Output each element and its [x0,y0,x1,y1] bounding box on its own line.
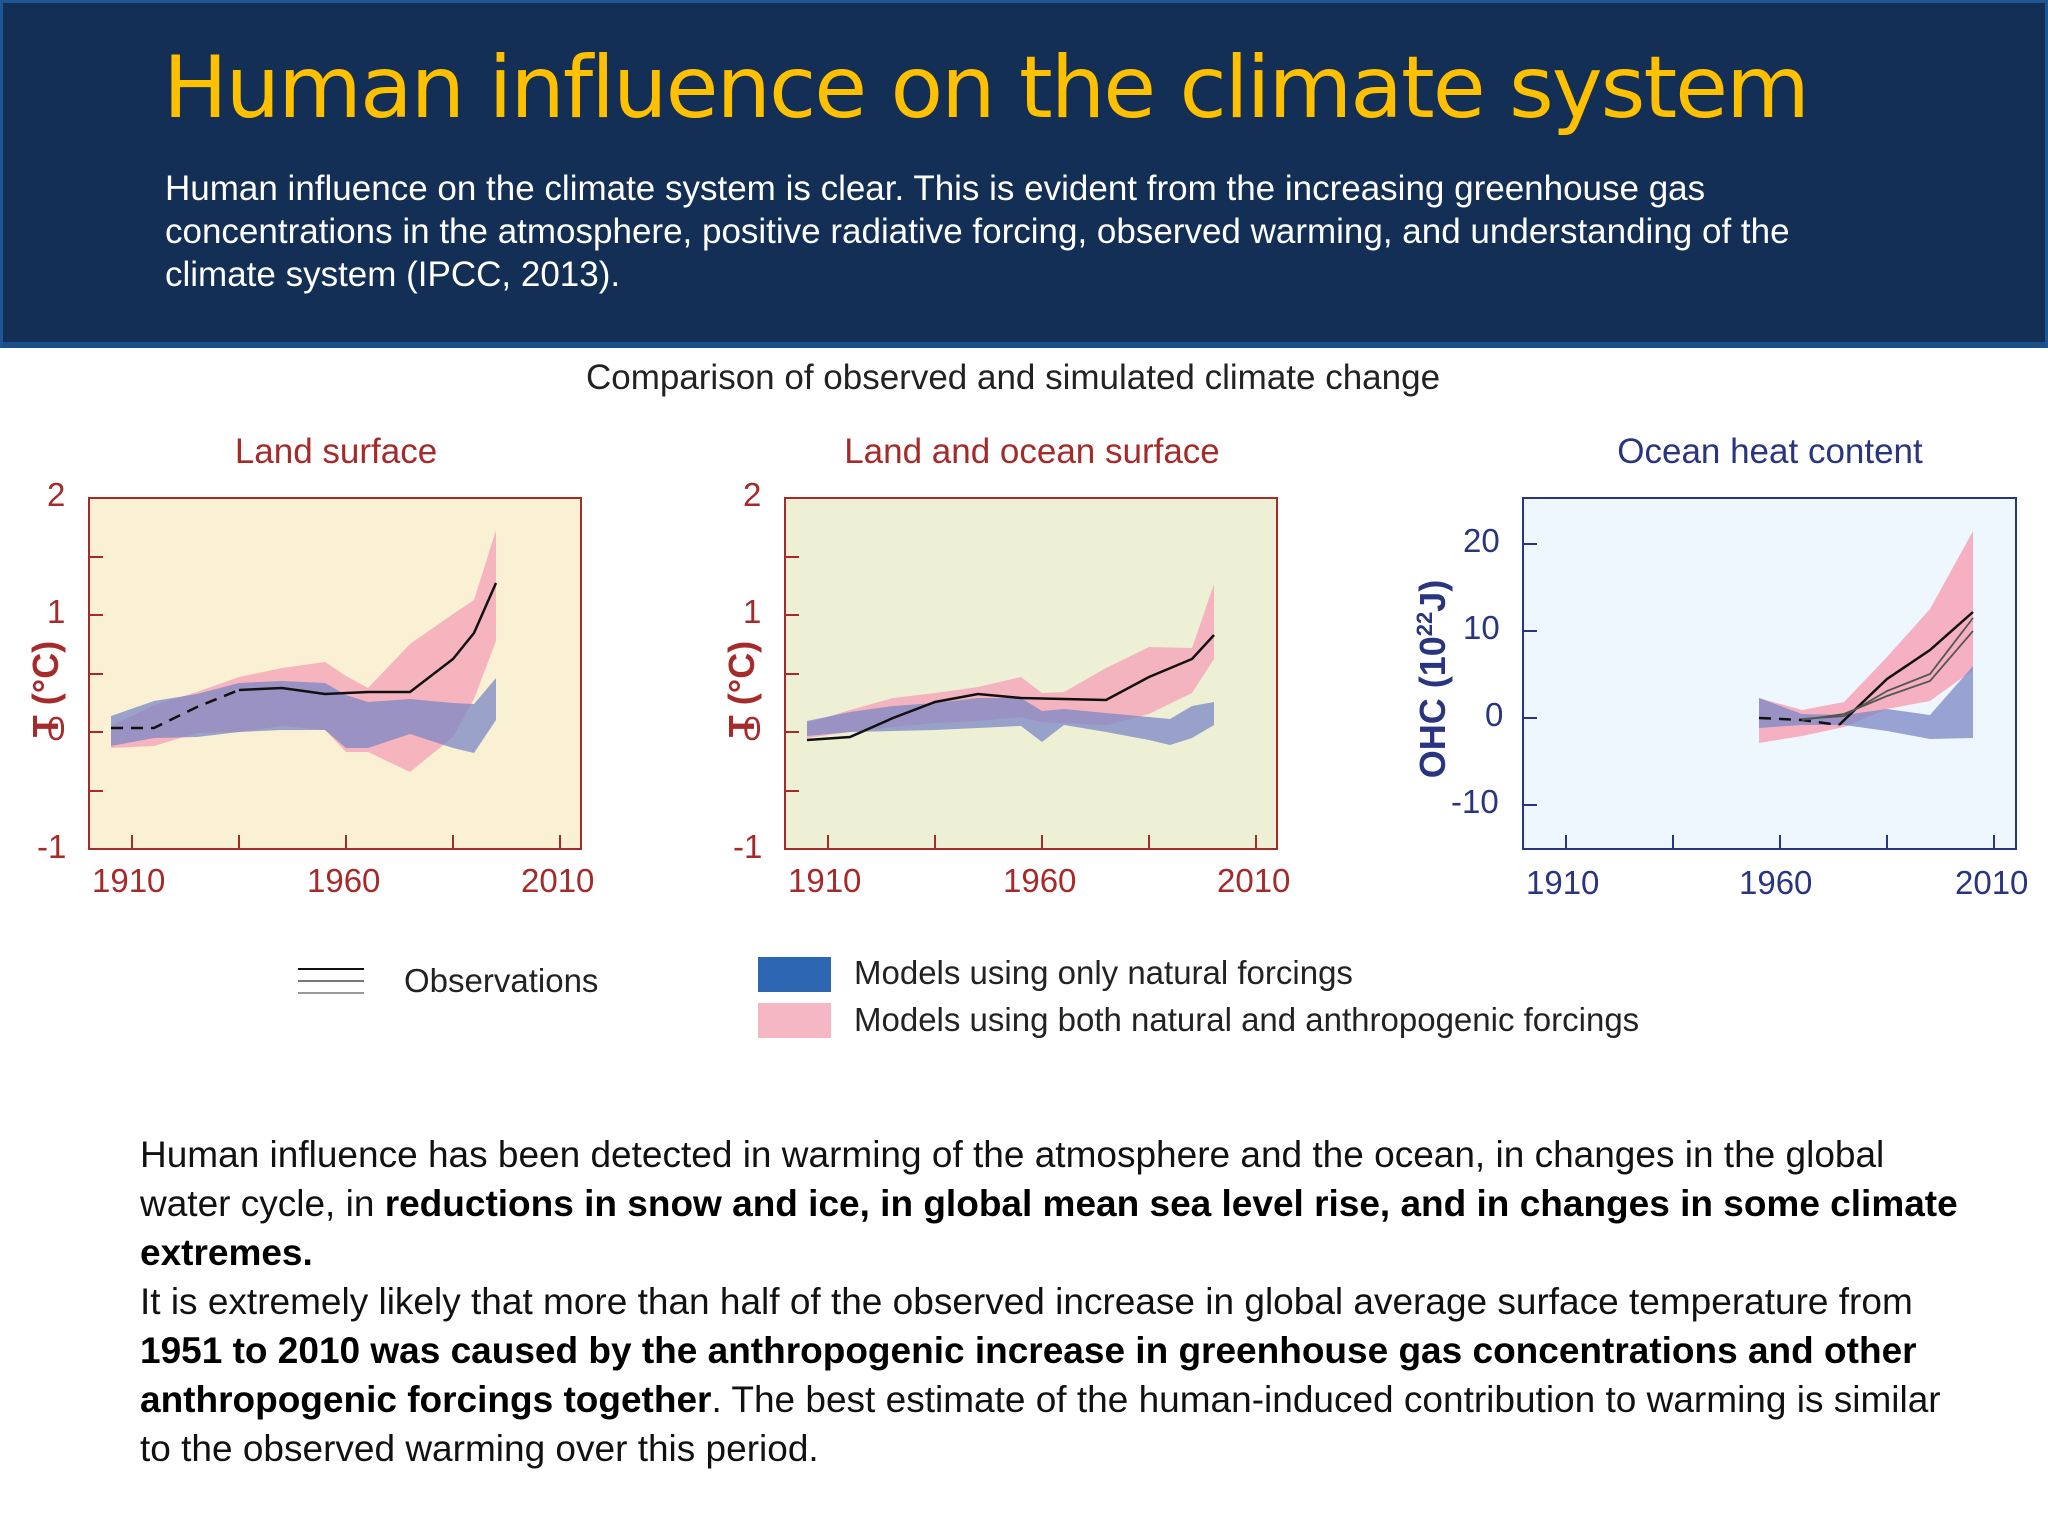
anthropogenic-forcings-swatch [758,1003,831,1038]
ytick: 0 [47,710,66,747]
ytick: 2 [47,476,66,513]
xtick: 2010 [1955,864,2029,901]
natural-forcings-swatch [758,957,831,992]
legend-anthropogenic-label: Models using both natural and anthropoge… [854,1001,1640,1038]
body-text: Human influence has been detected in war… [140,1130,1960,1473]
ytick: -1 [733,828,763,865]
bold-text-span: reductions in snow and ice, in global me… [140,1183,1958,1273]
slide-subtitle: Human influence on the climate system is… [165,169,1790,294]
text-span: It is extremely likely that more than ha… [140,1281,1913,1322]
plot-land-ocean-surface-svg [784,497,1278,850]
legend-observations-label: Observations [404,962,599,999]
slide-header: Human influence on the climate system Hu… [0,0,2048,348]
xtick: 1960 [1003,862,1077,899]
plot-land-surface: 2 1 0 -1 1910 1960 2010 T (°C) [25,476,594,899]
ytick: 10 [1463,609,1500,646]
plot-ocean-heat-content-svg [1522,497,2017,850]
figure-title: Comparison of observed and simulated cli… [585,358,1441,397]
paragraph-attribution: It is extremely likely that more than ha… [140,1277,1960,1473]
ytick: -10 [1451,783,1499,820]
panel-title-land-surface: Land surface [234,432,438,471]
observations-lines-icon [298,968,364,994]
xtick: 1910 [788,862,862,899]
xtick: 2010 [1217,862,1291,899]
xtick: 1910 [92,862,166,899]
xtick: 2010 [521,862,595,899]
ytick: 20 [1463,522,1500,559]
legend-natural-label: Models using only natural forcings [854,954,1353,991]
ylabel-main: OHC (10 [1412,636,1453,779]
ytick: 1 [743,593,762,630]
panel-title-land-ocean-surface: Land and ocean surface [844,432,1220,471]
xtick: 1960 [1739,864,1813,901]
ylabel-unit: J) [1412,579,1453,612]
y-axis-label: T (°C) [25,640,66,738]
plot-land-ocean-surface: 2 1 0 -1 1910 1960 2010 T (°C) [721,476,1290,899]
panel-title-ocean-heat-content: Ocean heat content [1617,432,1923,471]
ytick: 0 [743,710,762,747]
xtick: 1960 [307,862,381,899]
xtick: 1910 [1526,864,1600,901]
ytick: 2 [743,476,762,513]
ytick: 0 [1485,696,1504,733]
text-span: Human influence has been detected in war… [140,1134,1885,1224]
plot-land-surface-svg [88,497,582,850]
text-span: . The best estimate of the human-induced… [140,1379,1941,1469]
ytick: -1 [37,828,67,865]
ytick: 1 [47,593,66,630]
plot-ocean-heat-content: 20 10 0 -10 1910 1960 2010 OHC (1022J) [1412,497,2028,901]
ylabel-exponent: 22 [1412,611,1437,637]
bold-text-span: 1951 to 2010 was caused by the anthropog… [140,1330,1917,1420]
slide-title: Human influence on the climate system [163,38,1810,138]
paragraph-detection: Human influence has been detected in war… [140,1130,1960,1277]
y-axis-label: OHC (1022J) [1412,569,1454,789]
y-axis-label: T (°C) [721,640,762,738]
